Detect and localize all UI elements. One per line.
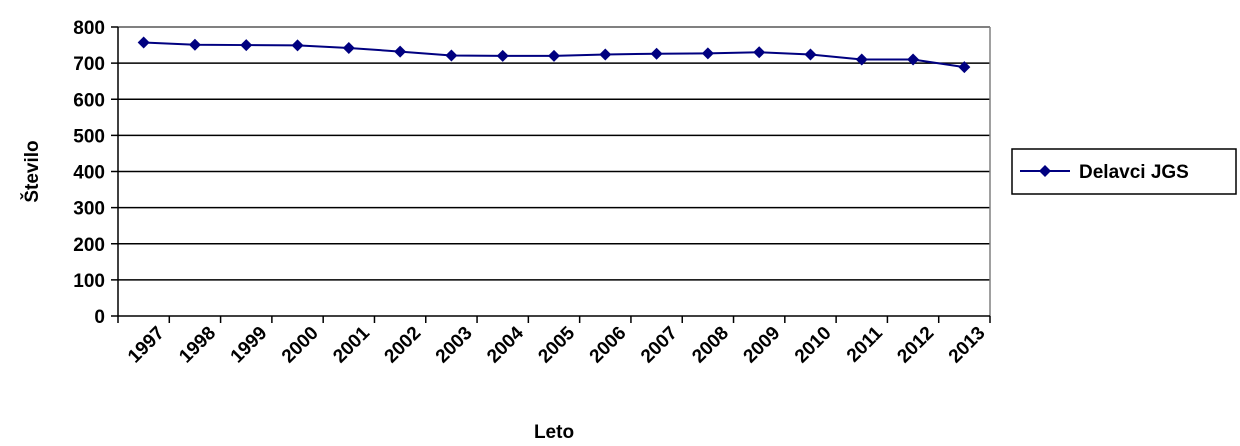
x-tick-label: 2004: [483, 322, 528, 367]
series: [138, 37, 971, 74]
x-tick-label: 2001: [329, 322, 374, 367]
y-tick-label: 800: [73, 18, 105, 39]
data-point: [292, 39, 304, 51]
x-tick-label: 1997: [124, 323, 169, 368]
x-tick-label: 2003: [432, 323, 477, 368]
x-tick-labels: 1997 1998 1999 2000 2001 2002 2003 2004 2005 2006…: [124, 322, 989, 367]
data-point: [497, 50, 509, 62]
x-tick-label: 2006: [586, 323, 631, 368]
data-point: [240, 39, 252, 51]
y-tick-label: 700: [73, 54, 105, 75]
x-tick-label: 2005: [534, 322, 579, 367]
data-point: [138, 37, 150, 49]
x-axis-label: Leto: [534, 422, 574, 441]
y-tick-label: 600: [73, 90, 105, 111]
data-point: [702, 47, 714, 59]
x-tick-label: 2007: [637, 323, 682, 368]
data-point: [651, 48, 663, 60]
x-tick-label: 2008: [688, 323, 733, 368]
data-point: [189, 39, 201, 51]
data-point: [445, 50, 457, 62]
y-axis-label: Število: [21, 140, 43, 202]
y-tick-label: 500: [73, 126, 105, 147]
data-point: [804, 48, 816, 60]
y-tick-label: 100: [73, 271, 105, 292]
gridlines: [118, 27, 990, 280]
x-tick-label: 2002: [381, 323, 426, 368]
y-tick-label: 400: [73, 163, 105, 184]
data-point: [753, 46, 765, 58]
x-tick-label: 2012: [893, 323, 938, 368]
x-tick-label: 2009: [740, 323, 785, 368]
axes: [111, 27, 990, 323]
x-tick-label: 2013: [945, 323, 990, 368]
y-tick-label: 300: [73, 199, 105, 220]
x-tick-label: 1998: [175, 323, 220, 368]
data-point: [548, 50, 560, 62]
x-tick-label: 1999: [227, 323, 272, 368]
legend-label: Delavci JGS: [1079, 162, 1189, 183]
data-point: [343, 42, 355, 54]
data-point: [599, 48, 611, 60]
x-tick-label: 2010: [791, 323, 836, 368]
legend: Delavci JGS: [1012, 149, 1236, 194]
data-point: [394, 46, 406, 58]
x-tick-label: 2000: [278, 323, 323, 368]
y-tick-label: 200: [73, 235, 105, 256]
y-tick-label: 0: [94, 307, 105, 328]
y-tick-labels: 0 100 200 300 400 500 600 700 800: [73, 18, 105, 328]
x-tick-label: 2011: [843, 322, 887, 366]
